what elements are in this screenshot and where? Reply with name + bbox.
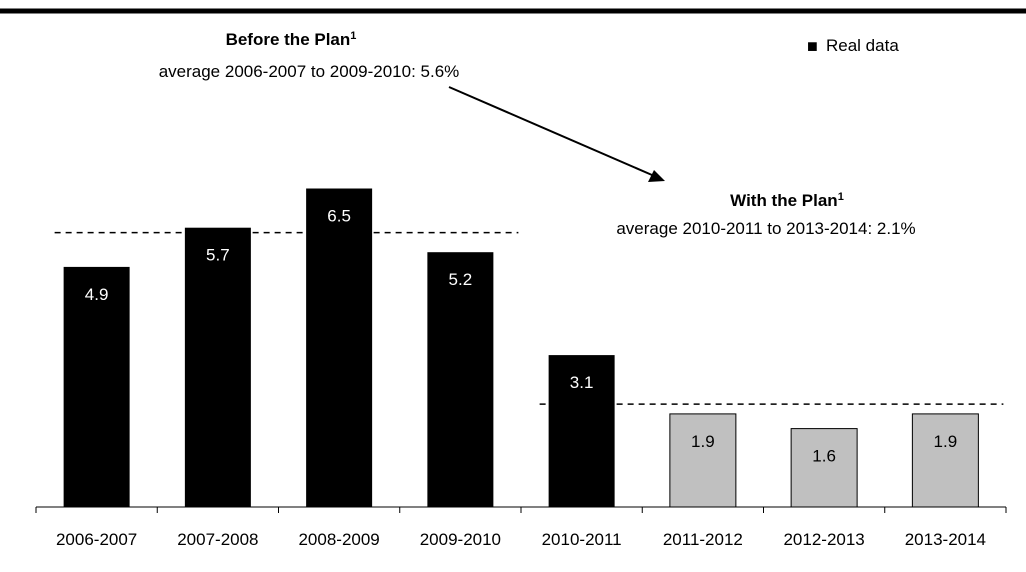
bar-value-label: 1.6 — [812, 447, 836, 466]
bar-real — [63, 266, 130, 507]
x-axis-ticks — [35, 507, 1007, 513]
bar-real — [306, 188, 373, 507]
bar-value-label: 5.2 — [449, 270, 473, 289]
legend-label: Real data — [826, 36, 899, 55]
x-tick-label: 2010-2011 — [542, 530, 622, 549]
trend-arrow-head — [648, 170, 665, 182]
legend: ■ Real data — [807, 36, 899, 56]
legend-marker: ■ — [807, 36, 818, 56]
average-lines — [54, 231, 1004, 405]
bar-value-label: 1.9 — [934, 432, 958, 451]
bars — [63, 188, 979, 508]
annotation-after-title: With the Plan1 — [730, 191, 844, 210]
trend-arrow — [448, 86, 665, 182]
value-labels: 4.9 5.7 6.5 5.2 3.1 1.9 1.6 1.9 — [85, 207, 957, 466]
annotation-before-subtitle: average 2006-2007 to 2009-2010: 5.6% — [159, 62, 460, 81]
annotation-before: Before the Plan1 average 2006-2007 to 20… — [159, 30, 460, 81]
annotation-after-subtitle: average 2010-2011 to 2013-2014: 2.1% — [616, 219, 915, 238]
annotation-before-title: Before the Plan1 — [226, 30, 357, 49]
bar-value-label: 3.1 — [570, 373, 594, 392]
bar-real — [184, 227, 251, 507]
bar-value-label: 4.9 — [85, 285, 109, 304]
bar-real — [427, 252, 494, 507]
x-tick-label: 2009-2010 — [420, 530, 501, 549]
x-axis-tick-labels: 2006-2007 2007-2008 2008-2009 2009-2010 2010… — [56, 530, 986, 549]
x-tick-label: 2006-2007 — [56, 530, 137, 549]
bar-projected — [790, 428, 858, 508]
bar-value-label: 5.7 — [206, 246, 230, 265]
x-tick-label: 2013-2014 — [905, 530, 986, 549]
x-tick-label: 2007-2008 — [177, 530, 258, 549]
annotation-before-sup: 1 — [350, 30, 356, 42]
bar-real — [548, 355, 615, 507]
bar-projected — [669, 413, 737, 508]
bar-value-label: 6.5 — [327, 207, 351, 226]
trend-arrow-line — [448, 86, 653, 176]
bar-projected — [911, 413, 979, 508]
annotation-after-sup: 1 — [838, 191, 844, 203]
bar-value-label: 1.9 — [691, 432, 715, 451]
annotation-after: With the Plan1 average 2010-2011 to 2013… — [616, 191, 915, 238]
x-tick-label: 2011-2012 — [663, 530, 743, 549]
x-tick-label: 2008-2009 — [298, 530, 379, 549]
x-tick-label: 2012-2013 — [783, 530, 864, 549]
